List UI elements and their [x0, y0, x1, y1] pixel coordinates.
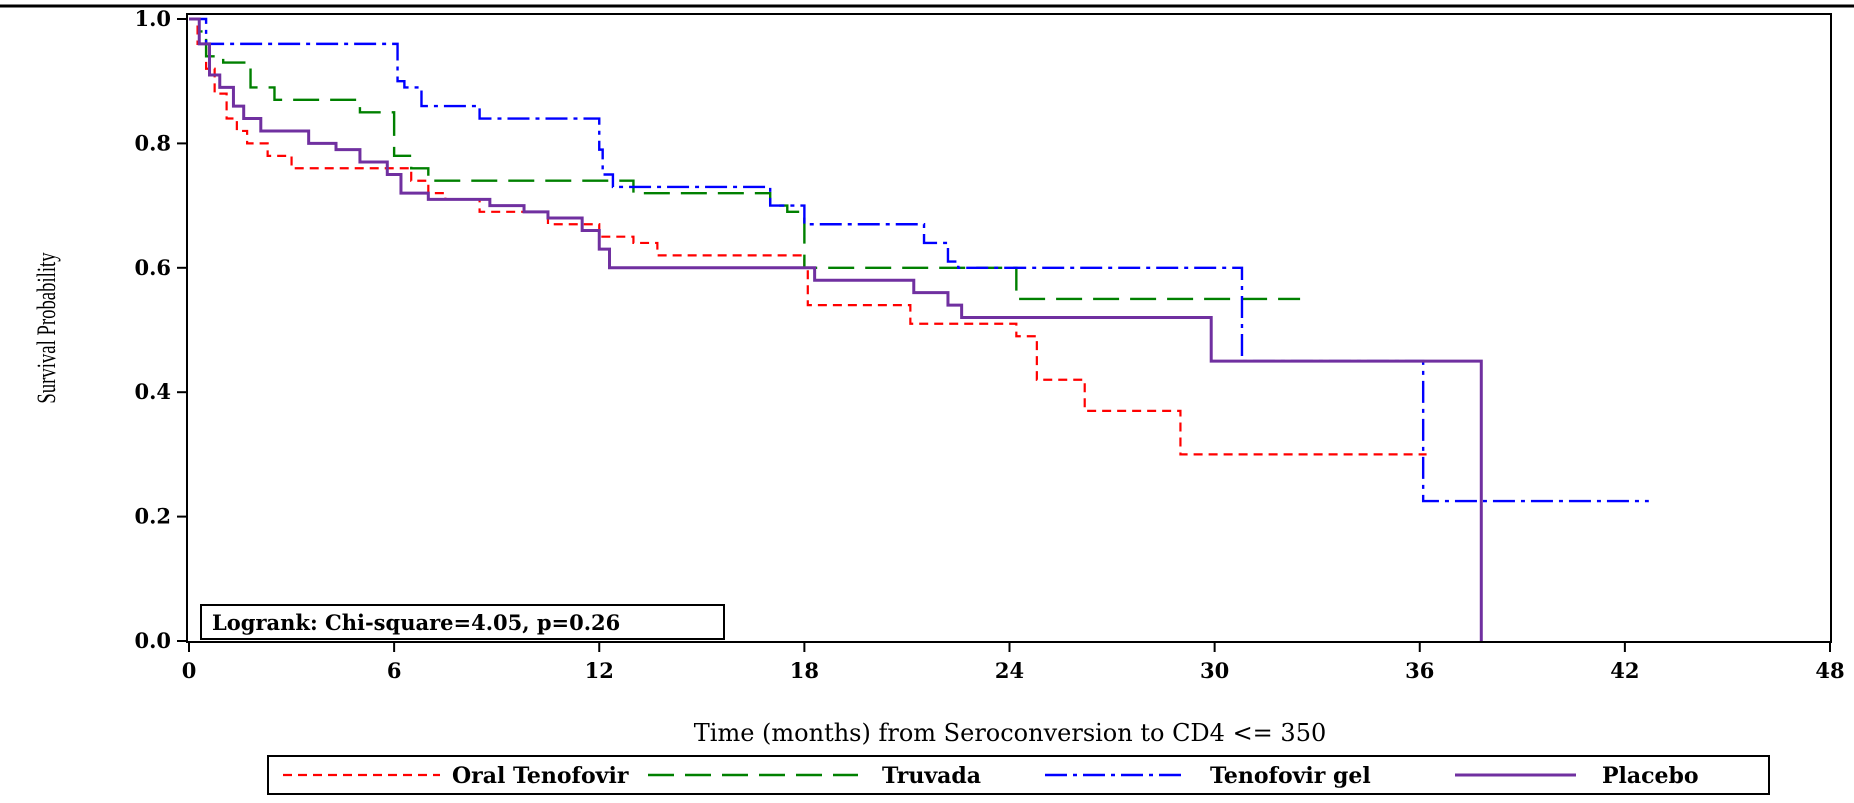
series-line-truvada	[189, 17, 1301, 301]
x-tick-label: 48	[1815, 658, 1844, 683]
legend-items: Oral Tenofovir Truvada Tenofovir gel Placeb…	[283, 763, 1699, 789]
x-tick-label: 18	[790, 658, 819, 683]
series-line-placebo	[189, 17, 1483, 641]
x-tick-label: 30	[1200, 658, 1229, 683]
x-axis-title: Time (months) from Seroconversion to CD4…	[694, 719, 1326, 747]
x-tick-label: 12	[585, 658, 614, 683]
y-tick-label: 0.2	[134, 504, 171, 529]
x-tick-label: 42	[1610, 658, 1639, 683]
legend-label-tenofovir-gel: Tenofovir gel	[1210, 763, 1371, 789]
x-tick-label: 24	[995, 658, 1024, 683]
x-tick-label: 0	[182, 658, 197, 683]
y-axis-title: Survival Probability	[32, 252, 61, 404]
y-tick-label: 0.8	[134, 130, 171, 155]
logrank-annotation: Logrank: Chi-square=4.05, p=0.26	[212, 610, 620, 635]
series-line-tenofovir-gel	[189, 17, 1649, 503]
logrank-box	[200, 604, 725, 640]
series-layer	[189, 17, 1649, 641]
y-tick-label: 1.0	[134, 6, 171, 31]
x-tick-label: 36	[1405, 658, 1434, 683]
x-tick-label: 6	[387, 658, 402, 683]
legend-label-placebo: Placebo	[1602, 763, 1699, 789]
y-axis: 0.0 0.2 0.4 0.6 0.8 1.0	[134, 6, 187, 653]
legend-label-truvada: Truvada	[882, 763, 981, 789]
plot-frame	[186, 13, 1832, 643]
y-tick-label: 0.6	[134, 255, 171, 280]
series-line-oral-tenofovir	[189, 17, 1427, 456]
y-tick-label: 0.0	[134, 628, 171, 653]
x-axis: 0 6 12 18 24 30 36 42 48	[182, 642, 1845, 683]
y-tick-label: 0.4	[134, 379, 171, 404]
legend-label-oral-tenofovir: Oral Tenofovir	[452, 763, 629, 789]
